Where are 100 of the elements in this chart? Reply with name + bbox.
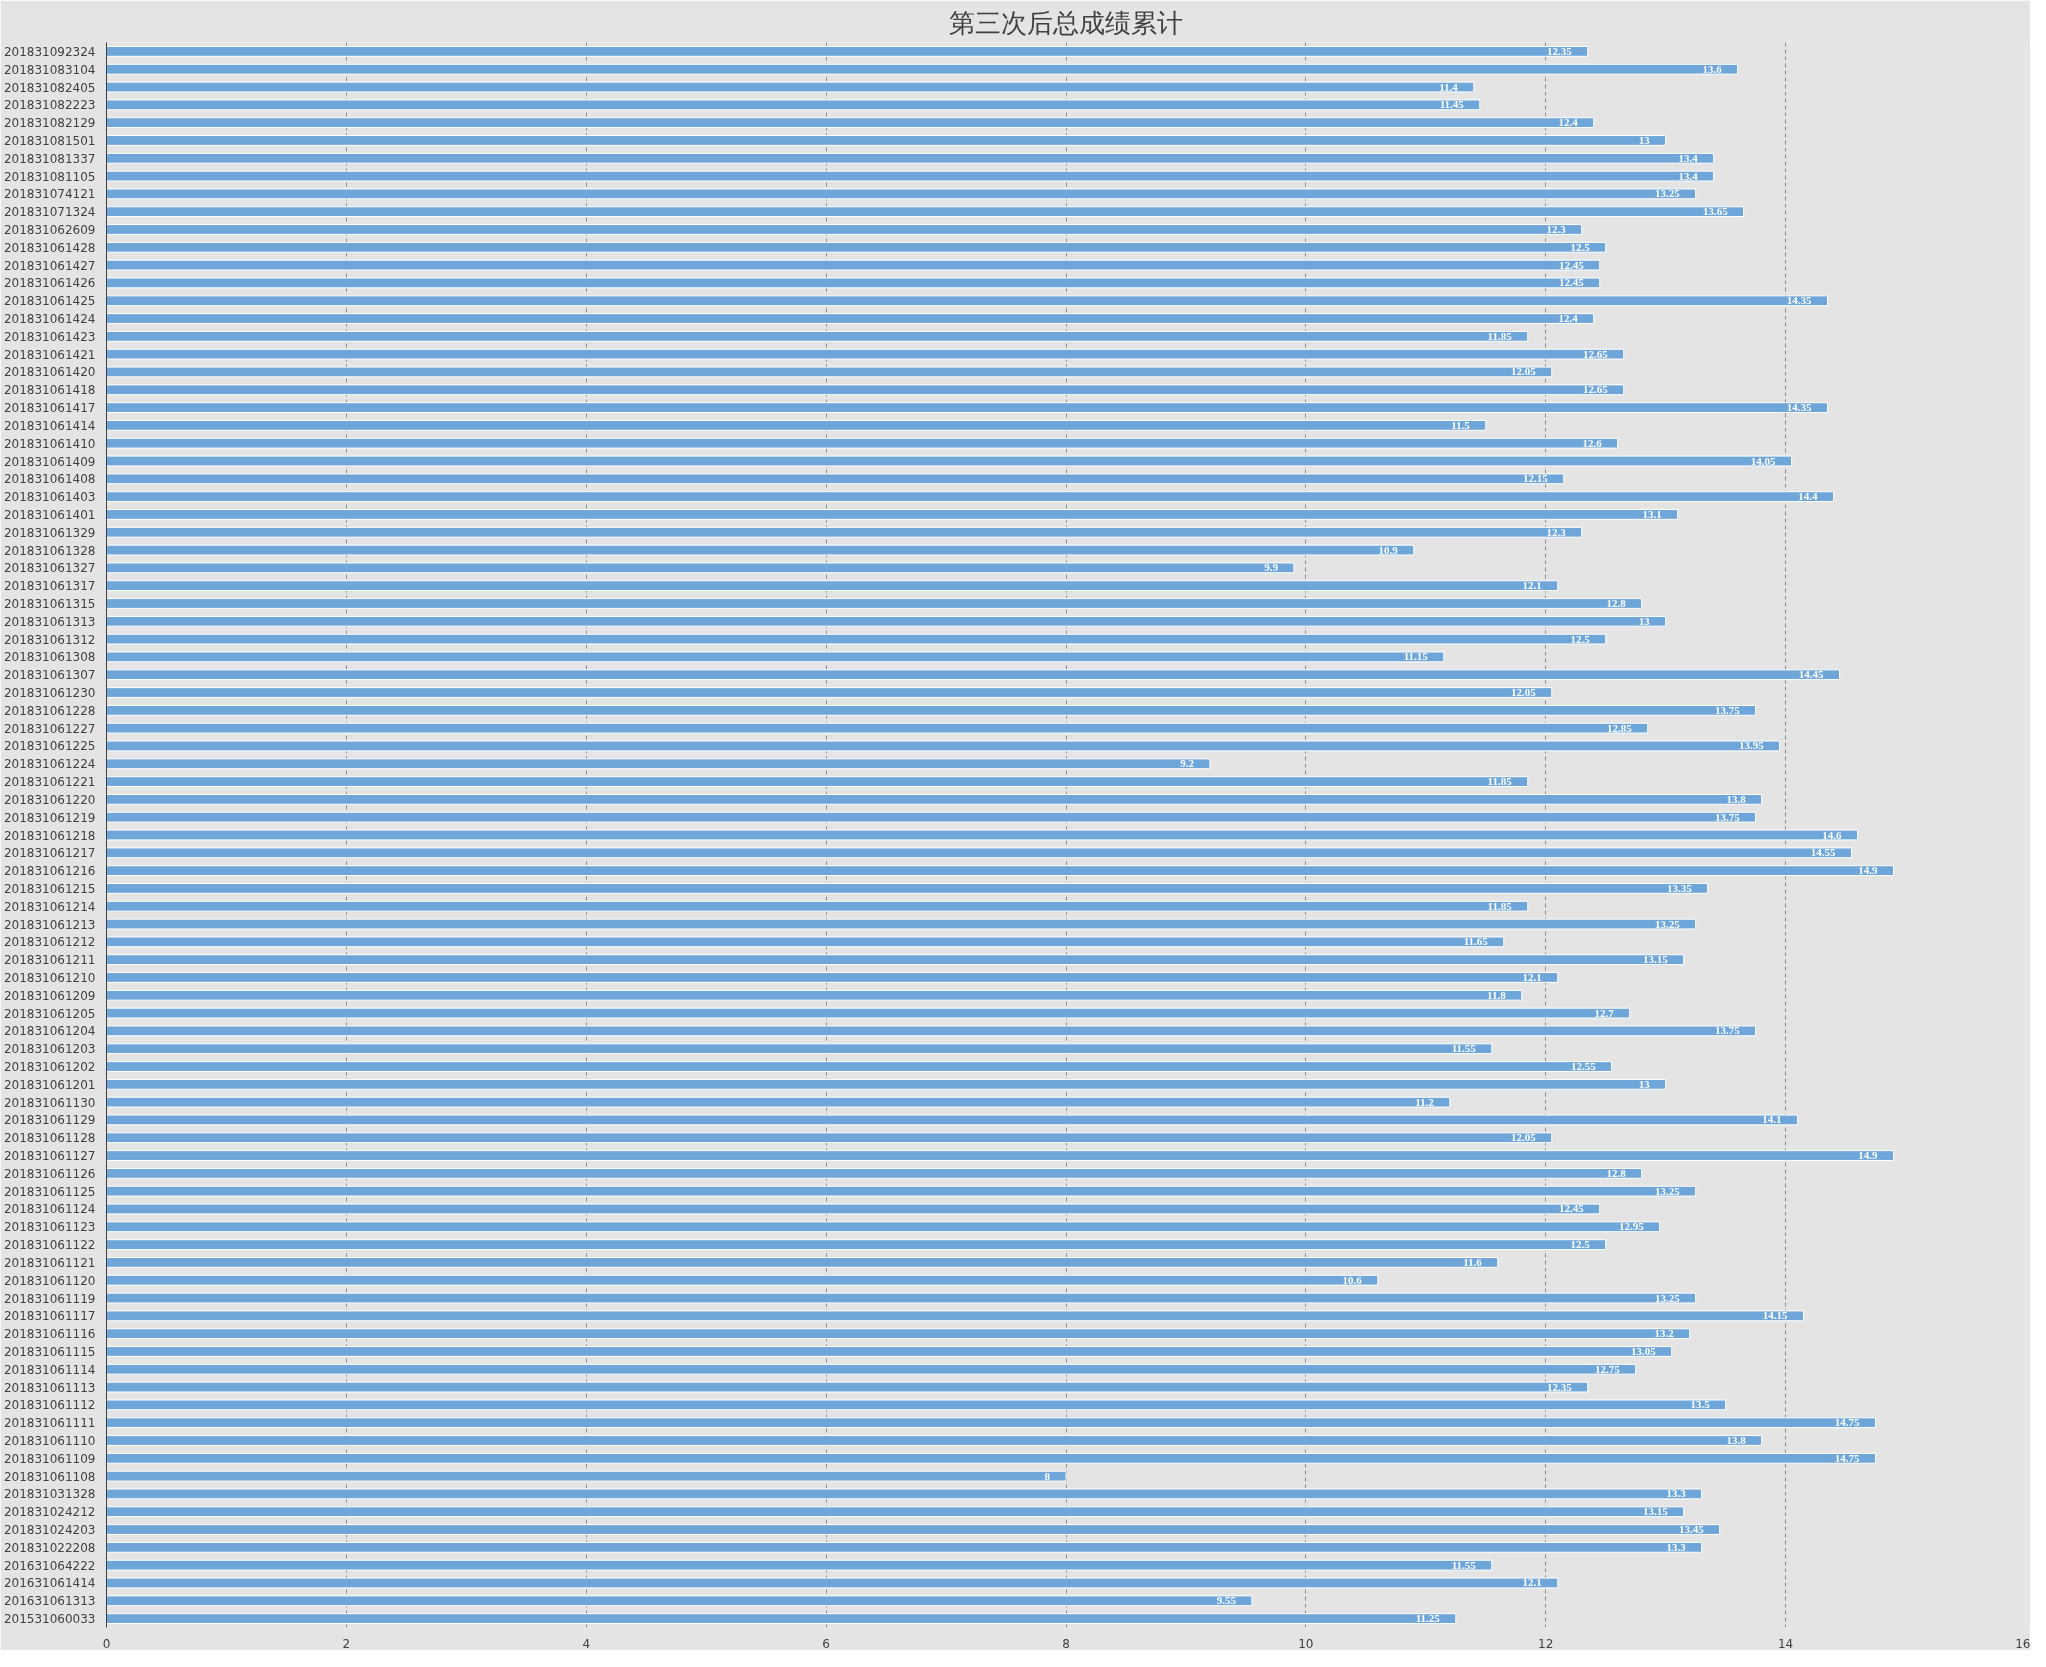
y-tick-label: 201831061217: [3, 846, 96, 861]
y-tick-label: 201831092324: [3, 44, 96, 59]
bar: [106, 1274, 1379, 1286]
data-label: 12.55: [1570, 1060, 1597, 1073]
y-tick-label: 201831061108: [3, 1469, 96, 1484]
bar: [106, 1221, 1661, 1233]
y-tick-label: 201831061121: [3, 1255, 96, 1270]
bar: [106, 188, 1697, 200]
y-tick-label: 201831062609: [3, 222, 96, 237]
bar: [106, 900, 1529, 912]
x-tick-label: 10: [1298, 1636, 1314, 1651]
data-label: 12.3: [1546, 222, 1567, 235]
data-label: 13.25: [1654, 1184, 1681, 1197]
y-tick-label: 201831061307: [3, 668, 96, 683]
y-tick-label: 201831081105: [3, 169, 96, 184]
data-label: 11.6: [1463, 1255, 1483, 1268]
y-tick-label: 201831061213: [3, 917, 96, 932]
data-label: 14.45: [1798, 668, 1825, 681]
bar: [106, 1096, 1451, 1108]
y-tick-label: 201831031328: [3, 1487, 96, 1502]
y-tick-label: 201831081337: [3, 151, 96, 166]
data-label: 13.4: [1678, 151, 1699, 164]
data-label: 14.75: [1834, 1451, 1861, 1464]
y-tick-label: 201831061225: [3, 739, 96, 754]
x-tick-label: 2: [342, 1636, 351, 1651]
y-tick-label: 201831061124: [3, 1202, 96, 1217]
bar: [106, 402, 1829, 413]
y-tick-label: 201831082129: [3, 116, 96, 131]
bar: [106, 633, 1607, 645]
bar: [106, 793, 1763, 805]
bar: [106, 1346, 1673, 1357]
bar: [106, 224, 1583, 235]
data-label: 12.35: [1546, 1380, 1573, 1393]
y-tick-label: 201831061218: [3, 828, 96, 843]
bar: [106, 1310, 1805, 1322]
bar: [106, 99, 1481, 111]
data-label: 12.7: [1594, 1006, 1615, 1019]
y-tick-label: 201831061111: [3, 1416, 96, 1431]
data-label: 13.4: [1678, 169, 1699, 182]
y-tick-label: 201831061205: [3, 1006, 96, 1021]
data-label: 13.15: [1642, 1505, 1669, 1518]
y-tick-label: 201831061216: [3, 864, 96, 879]
x-tick-label: 14: [1777, 1636, 1794, 1651]
data-label: 12.35: [1546, 44, 1573, 57]
bar: [106, 704, 1757, 716]
data-label: 13.45: [1678, 1523, 1705, 1536]
y-tick-label: 201831061409: [3, 454, 96, 469]
y-tick-label: 201831061308: [3, 650, 96, 665]
data-label: 12.65: [1582, 347, 1609, 360]
data-label: 14.4: [1798, 490, 1819, 503]
data-label: 11.85: [1487, 899, 1513, 912]
data-label: 13.8: [1726, 792, 1747, 805]
bar: [106, 313, 1595, 324]
y-tick-label: 201631061414: [3, 1576, 96, 1591]
bar: [106, 740, 1781, 752]
bar: [106, 758, 1211, 770]
data-label: 11.25: [1415, 1612, 1441, 1625]
bar: [106, 63, 1739, 75]
bar: [106, 473, 1565, 485]
y-tick-label: 201831061427: [3, 258, 96, 273]
data-label: 12.3: [1546, 525, 1567, 538]
bar: [106, 509, 1679, 520]
y-tick-label: 201831061130: [3, 1095, 96, 1110]
y-tick-label: 201831083104: [3, 62, 96, 77]
y-tick-label: 201831061129: [3, 1113, 96, 1128]
y-tick-label: 201831061212: [3, 935, 96, 950]
bar: [106, 1114, 1799, 1126]
bar: [106, 1524, 1721, 1535]
y-tick-label: 201831061116: [3, 1327, 96, 1342]
y-tick-label: 201831061210: [3, 970, 96, 985]
y-tick-label: 201831061120: [3, 1273, 96, 1288]
data-label: 14.35: [1786, 294, 1813, 307]
bar: [106, 1613, 1457, 1624]
data-label: 12.75: [1594, 1362, 1621, 1375]
y-tick-label: 201831061114: [3, 1362, 96, 1377]
bar: [106, 1417, 1877, 1429]
bar: [106, 936, 1505, 948]
bar: [106, 259, 1601, 271]
data-label: 13.3: [1666, 1540, 1687, 1553]
y-tick-label: 201831061204: [3, 1024, 96, 1039]
bar: [106, 1435, 1763, 1446]
data-label: 13.75: [1714, 1024, 1741, 1037]
bar: [106, 1078, 1667, 1090]
data-label: 13.65: [1702, 205, 1729, 218]
data-label: 12.95: [1618, 1220, 1645, 1233]
y-tick-label: 201831061313: [3, 614, 96, 629]
y-tick-label: 201831061312: [3, 632, 96, 647]
bar: [106, 135, 1667, 146]
y-tick-label: 201831081501: [3, 133, 96, 148]
data-label: 12.85: [1606, 721, 1633, 734]
x-tick-label: 8: [1062, 1636, 1070, 1651]
data-label: 13.05: [1630, 1344, 1657, 1357]
y-tick-label: 201831061417: [3, 401, 96, 416]
bar: [106, 1541, 1703, 1553]
bar: [106, 241, 1607, 253]
y-tick-label: 201831061410: [3, 436, 96, 451]
y-tick-label: 201831061401: [3, 507, 96, 522]
y-tick-label: 201831061109: [3, 1451, 96, 1466]
bar: [106, 152, 1715, 164]
y-tick-label: 201831061123: [3, 1220, 96, 1235]
